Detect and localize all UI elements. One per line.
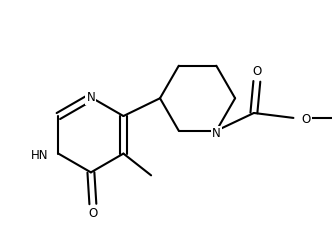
Text: N: N [212,127,221,140]
Text: HN: HN [31,149,48,162]
Text: O: O [252,65,262,78]
Text: O: O [301,113,311,126]
Text: N: N [87,91,95,104]
Text: O: O [88,207,98,220]
